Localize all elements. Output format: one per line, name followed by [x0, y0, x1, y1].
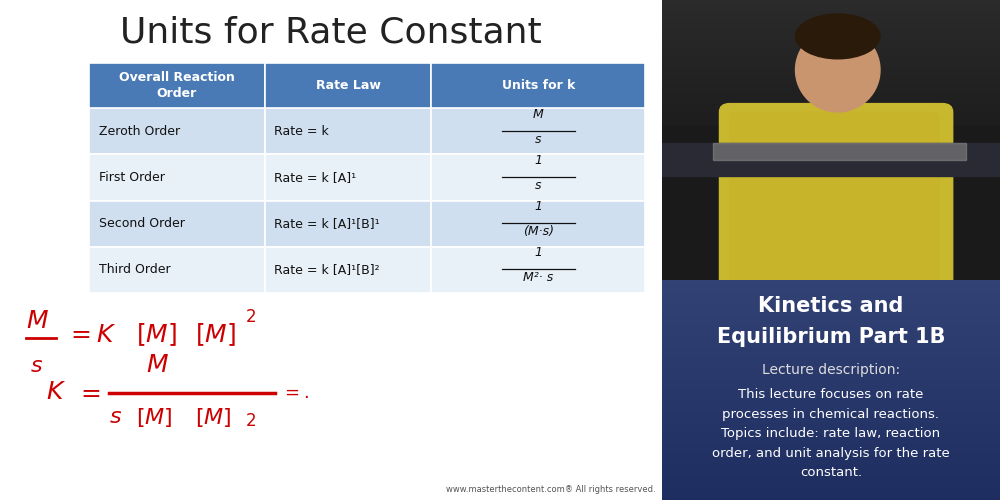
Ellipse shape [796, 14, 880, 59]
Bar [265, 200, 431, 246]
FancyBboxPatch shape [662, 126, 1000, 280]
Text: $\mathit{[M]}$: $\mathit{[M]}$ [136, 406, 172, 429]
FancyBboxPatch shape [730, 112, 939, 286]
Bar [431, 62, 645, 108]
Text: Second Order: Second Order [99, 217, 185, 230]
Bar [265, 154, 431, 200]
Bar [89, 200, 265, 246]
Text: 1: 1 [534, 154, 542, 168]
Text: Units for Rate Constant: Units for Rate Constant [120, 16, 542, 50]
Text: $\mathit{[M]}$: $\mathit{[M]}$ [195, 322, 236, 348]
Text: Lecture description:: Lecture description: [762, 363, 900, 377]
Text: Rate = k: Rate = k [274, 125, 329, 138]
Bar [713, 143, 966, 160]
Text: $=$: $=$ [76, 381, 101, 404]
Text: s: s [535, 178, 542, 192]
Bar [265, 108, 431, 154]
Bar [431, 200, 645, 246]
Text: Rate Law: Rate Law [316, 79, 380, 92]
Text: M²· s: M²· s [523, 270, 554, 283]
Text: 1: 1 [534, 200, 542, 213]
Ellipse shape [796, 28, 880, 112]
Text: First Order: First Order [99, 171, 165, 184]
Text: $\mathit{[M]}$: $\mathit{[M]}$ [136, 322, 177, 348]
Text: $\mathit{M}$: $\mathit{M}$ [146, 354, 169, 378]
Text: 1: 1 [534, 246, 542, 260]
Text: $\mathit{s}$: $\mathit{s}$ [109, 406, 122, 428]
Bar [662, 143, 1000, 176]
Text: $\mathit{s}$: $\mathit{s}$ [30, 355, 43, 377]
Bar [431, 246, 645, 292]
Bar [89, 62, 265, 108]
Bar [89, 246, 265, 292]
Text: Kinetics and: Kinetics and [758, 296, 904, 316]
Text: Rate = k [A]¹: Rate = k [A]¹ [274, 171, 357, 184]
Text: www.masterthecontent.com® All rights reserved.: www.masterthecontent.com® All rights res… [446, 484, 655, 494]
Text: Equilibrium Part 1B: Equilibrium Part 1B [717, 327, 945, 347]
Bar [89, 154, 265, 200]
Text: $= \mathit{K}$: $= \mathit{K}$ [66, 324, 117, 346]
Text: Third Order: Third Order [99, 263, 171, 276]
FancyBboxPatch shape [719, 104, 953, 288]
Bar [431, 154, 645, 200]
Text: s: s [535, 132, 542, 145]
Text: Overall Reaction
Order: Overall Reaction Order [119, 71, 235, 100]
Text: $\mathit{K}$: $\mathit{K}$ [46, 381, 66, 404]
Text: $\mathit{[M]}$: $\mathit{[M]}$ [195, 406, 232, 429]
Text: Zeroth Order: Zeroth Order [99, 125, 180, 138]
Bar [265, 62, 431, 108]
Text: (M·s): (M·s) [523, 224, 554, 237]
Text: This lecture focuses on rate
processes in chemical reactions.
Topics include: ra: This lecture focuses on rate processes i… [712, 388, 950, 480]
Text: Rate = k [A]¹[B]¹: Rate = k [A]¹[B]¹ [274, 217, 380, 230]
Bar [431, 108, 645, 154]
Text: Rate = k [A]¹[B]²: Rate = k [A]¹[B]² [274, 263, 380, 276]
Bar [89, 108, 265, 154]
Text: $\mathit{2}$: $\mathit{2}$ [245, 309, 256, 326]
Text: M: M [533, 108, 544, 122]
Text: Units for k: Units for k [502, 79, 575, 92]
Text: $\mathit{2}$: $\mathit{2}$ [245, 412, 256, 430]
Bar [265, 246, 431, 292]
Text: $\mathit{M}$: $\mathit{M}$ [26, 310, 49, 332]
Text: $\mathit{=.}$: $\mathit{=.}$ [281, 384, 309, 402]
